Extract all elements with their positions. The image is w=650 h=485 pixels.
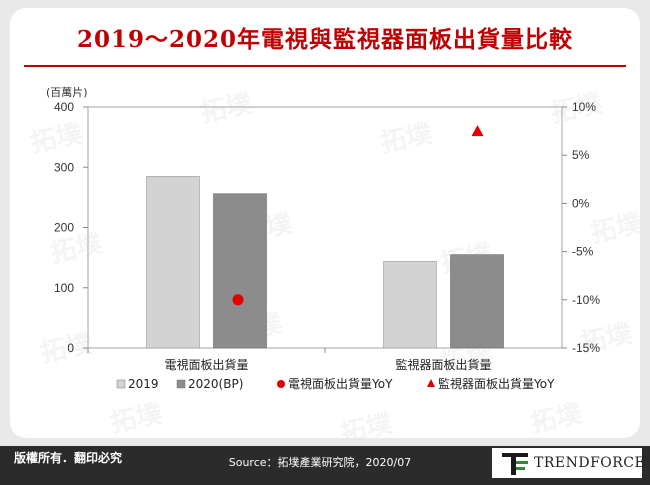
tv-yoy-point bbox=[232, 294, 244, 306]
y-right-tick-label: 5% bbox=[572, 148, 590, 162]
y-left-axis-label: (百萬片) bbox=[46, 86, 88, 99]
trendforce-logo-icon bbox=[502, 453, 528, 475]
x-tick-label: 監視器面板出貨量 bbox=[395, 357, 491, 372]
brand-name: TRENDFORCE bbox=[534, 455, 646, 471]
y-right-tick-label: 10% bbox=[572, 100, 596, 114]
source-text: Source：拓墣產業研究院，2020/07 bbox=[228, 456, 412, 469]
legend-marker-2 bbox=[277, 380, 285, 388]
bar-2020BP-1 bbox=[450, 254, 504, 349]
y-right-tick-label: -5% bbox=[572, 245, 594, 259]
y-left-tick-label: 0 bbox=[67, 341, 74, 355]
y-left-tick-label: 100 bbox=[54, 281, 74, 295]
x-tick-label: 電視面板出貨量 bbox=[164, 357, 248, 372]
title-rule bbox=[24, 65, 626, 67]
copyright-text: 版權所有．翻印必究 bbox=[14, 451, 123, 465]
y-left-tick-label: 200 bbox=[54, 221, 74, 235]
legend-label-3: 監視器面板出貨量YoY bbox=[438, 376, 555, 391]
bar-2019-1 bbox=[383, 260, 437, 349]
bar-2019-0 bbox=[146, 175, 200, 349]
chart-title: 2019～2020年電視與監視器面板出貨量比較 bbox=[76, 26, 574, 53]
legend-marker-3 bbox=[427, 379, 435, 387]
y-right-tick-label: -15% bbox=[572, 341, 600, 355]
bar-2020BP-0 bbox=[213, 193, 267, 349]
legend-label-2: 電視面板出貨量YoY bbox=[288, 376, 393, 391]
legend-label-0: 2019 bbox=[128, 377, 159, 391]
y-right-tick-label: 0% bbox=[572, 196, 590, 210]
legend-label-1: 2020(BP) bbox=[188, 377, 243, 391]
y-left-tick-label: 400 bbox=[54, 100, 74, 114]
y-right-tick-label: -10% bbox=[572, 293, 600, 307]
monitor-yoy-point bbox=[471, 125, 484, 137]
y-left-tick-label: 300 bbox=[54, 160, 74, 174]
slide-panel: 拓墣拓墣拓墣拓墣拓墣拓墣拓墣拓墣拓墣拓墣拓墣拓墣拓墣拓墣拓墣 2019～2020… bbox=[10, 8, 640, 438]
legend-marker-0 bbox=[116, 379, 126, 389]
legend-marker-1 bbox=[176, 379, 186, 389]
